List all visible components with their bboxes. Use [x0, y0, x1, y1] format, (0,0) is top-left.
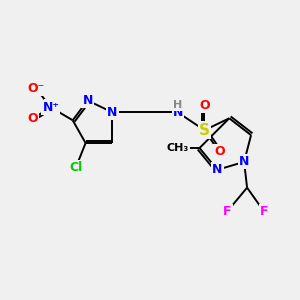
Text: O: O	[214, 146, 225, 158]
Text: N: N	[107, 106, 118, 119]
Text: F: F	[223, 205, 232, 218]
Text: CH₃: CH₃	[167, 143, 189, 153]
Text: N: N	[172, 106, 183, 119]
Text: N⁺: N⁺	[42, 101, 59, 114]
Text: N: N	[212, 163, 223, 176]
Text: F: F	[260, 205, 268, 218]
Text: Cl: Cl	[69, 161, 82, 174]
Text: N: N	[45, 100, 57, 114]
Text: H: H	[173, 100, 182, 110]
Text: S: S	[199, 123, 210, 138]
Text: O⁻: O⁻	[27, 82, 45, 95]
Text: O: O	[199, 99, 210, 112]
Text: N: N	[82, 94, 93, 107]
Text: N: N	[239, 155, 249, 168]
Text: O: O	[28, 112, 38, 125]
